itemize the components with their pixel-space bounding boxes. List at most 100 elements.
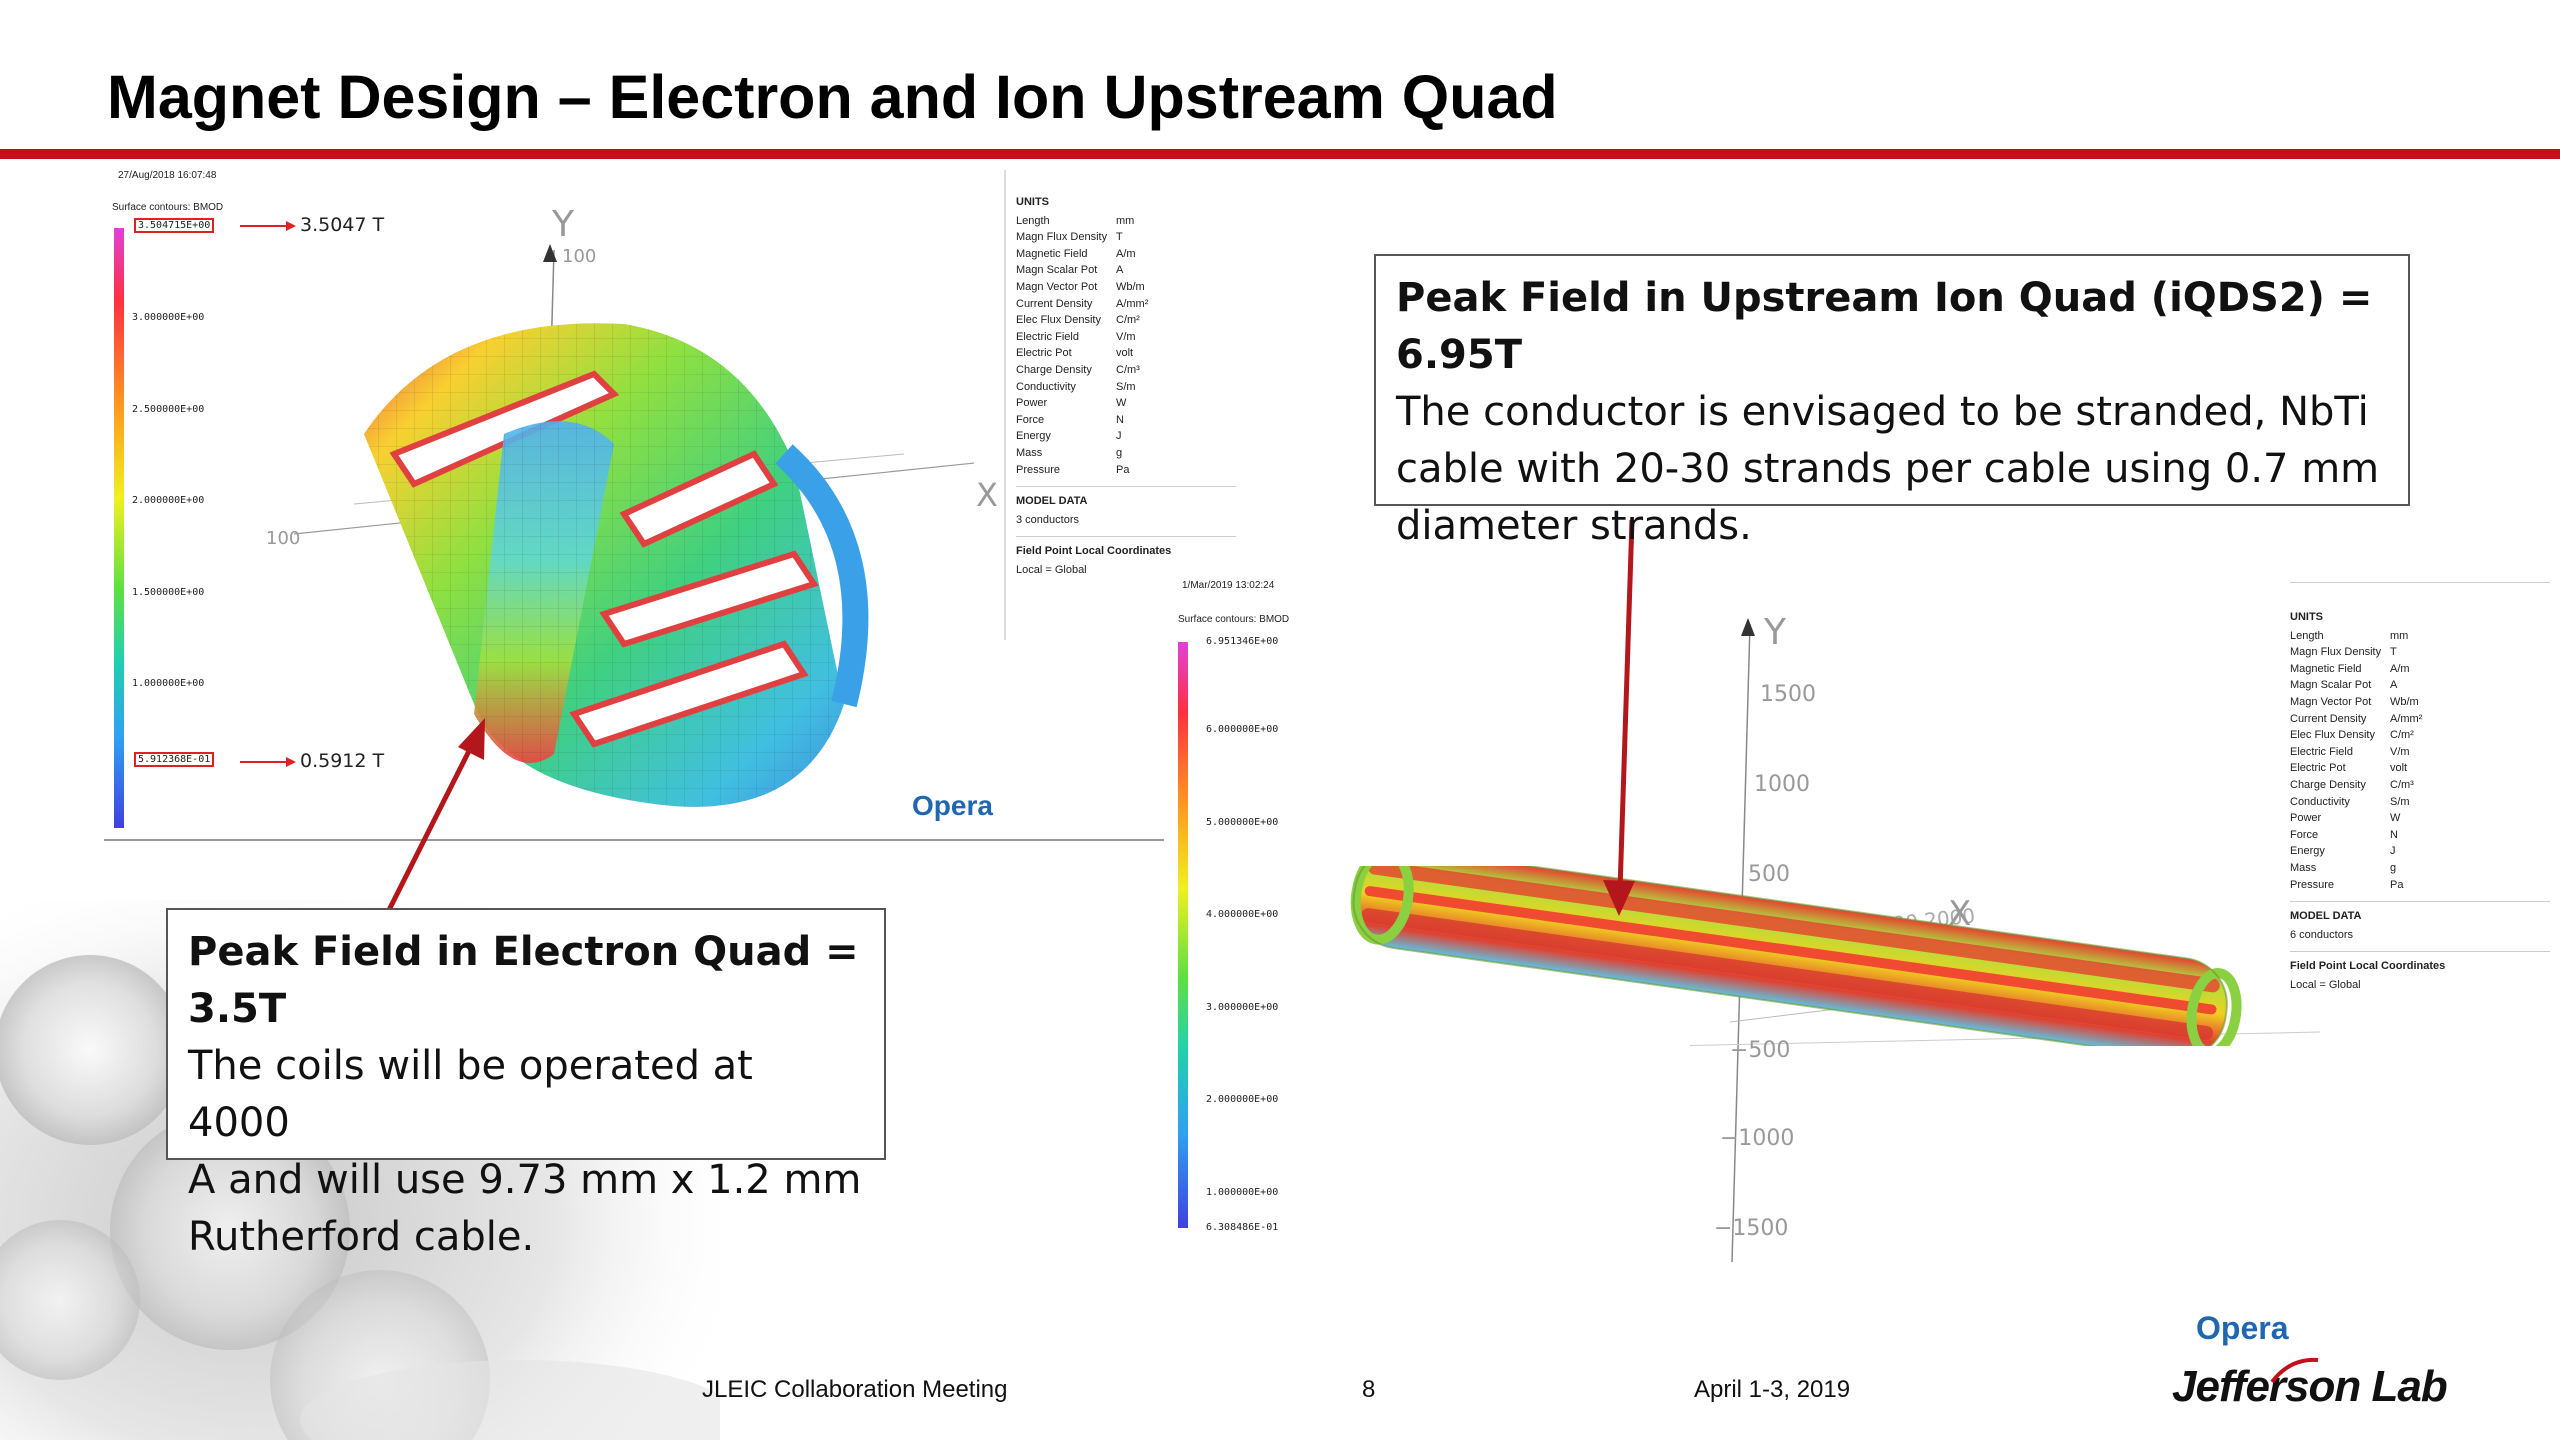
- unit-name: Magnetic Field: [2290, 662, 2362, 675]
- unit-value: V/m: [2390, 745, 2410, 758]
- unit-value: S/m: [1116, 380, 1136, 393]
- scale-tick: 3.000000E+00: [1206, 1002, 1279, 1013]
- unit-value: N: [2390, 828, 2398, 841]
- unit-value: C/m³: [1116, 363, 1140, 376]
- axis-x-tick: 100: [266, 528, 301, 549]
- scale-min-box: 5.912368E-01: [134, 752, 215, 767]
- unit-value: g: [1116, 446, 1123, 459]
- jefferson-lab-logo: Jefferson Lab: [2172, 1362, 2448, 1411]
- contour-label: Surface contours: BMOD: [1178, 614, 1290, 625]
- electron-quad-callout: Peak Field in Electron Quad = 3.5T The c…: [166, 908, 886, 1260]
- title-divider: [0, 149, 2560, 159]
- footer-meeting: JLEIC Collaboration Meeting: [702, 1376, 1008, 1403]
- model-data-heading: MODEL DATA: [2290, 901, 2550, 925]
- axis-y-tick: 500: [1748, 862, 1790, 887]
- unit-name: Length: [2290, 629, 2324, 642]
- units-divider: [1004, 170, 1006, 640]
- scale-tick: 1.000000E+00: [1206, 1187, 1279, 1198]
- unit-name: Magn Vector Pot: [2290, 695, 2372, 708]
- scale-tick: 2.500000E+00: [132, 404, 205, 415]
- units-heading: UNITS: [1016, 196, 1049, 208]
- electron-quad-plot: 27/Aug/2018 16:07:48 Surface contours: B…: [104, 164, 1236, 844]
- unit-value: g: [2390, 861, 2397, 874]
- callout-line: The conductor is envisaged to be strande…: [1396, 389, 2369, 435]
- scale-tick: 1.500000E+00: [132, 587, 205, 598]
- unit-name: Power: [1016, 397, 1048, 410]
- unit-value: Wb/m: [2390, 695, 2419, 708]
- coords-value: Local = Global: [1016, 563, 1087, 576]
- callout-line: The coils will be operated at 4000: [188, 1043, 753, 1146]
- unit-value: C/m²: [1116, 314, 1140, 327]
- unit-name: Electric Field: [1016, 330, 1079, 343]
- unit-name: Power: [2290, 812, 2322, 825]
- plot-timestamp: 1/Mar/2019 13:02:24: [1182, 580, 1275, 591]
- scale-tick: 2.000000E+00: [132, 495, 205, 506]
- unit-value: volt: [2390, 762, 2408, 775]
- unit-name: Force: [1016, 413, 1045, 426]
- axis-y-tick: −500: [1730, 1038, 1791, 1063]
- units-legend: UNITS Length mm Magn Flux Density T Magnet…: [2290, 582, 2550, 993]
- axis-y-tick: −1500: [1714, 1216, 1789, 1241]
- unit-value: A: [2390, 679, 2398, 692]
- unit-value: N: [1116, 413, 1124, 426]
- scale-tick: 5.000000E+00: [1206, 817, 1279, 828]
- unit-value: Wb/m: [1116, 280, 1145, 293]
- axis-x-label: X: [1948, 894, 1972, 934]
- unit-name: Magn Flux Density: [2290, 646, 2382, 659]
- unit-name: Elec Flux Density: [1016, 314, 1101, 327]
- unit-name: Energy: [2290, 845, 2325, 858]
- unit-name: Electric Field: [2290, 745, 2353, 758]
- callout-line: Rutherford cable.: [188, 1214, 535, 1260]
- unit-value: A/m: [2390, 662, 2410, 675]
- unit-name: Magn Vector Pot: [1016, 280, 1098, 293]
- unit-name: Charge Density: [1016, 363, 1092, 376]
- unit-value: mm: [1116, 214, 1135, 227]
- unit-value: J: [2390, 845, 2396, 858]
- axis-y-tick: 1000: [1754, 772, 1810, 797]
- unit-name: Current Density: [2290, 712, 2367, 725]
- unit-name: Length: [1016, 214, 1050, 227]
- callout-heading: Peak Field in Electron Quad = 3.5T: [188, 929, 859, 1032]
- unit-value: C/m²: [2390, 729, 2414, 742]
- scale-min-note: 0.5912 T: [300, 750, 385, 772]
- contour-label: Surface contours: BMOD: [112, 202, 224, 213]
- axis-y-tick: 100: [562, 246, 597, 267]
- coords-value: Local = Global: [2290, 978, 2361, 991]
- unit-value: W: [2390, 812, 2401, 825]
- scale-tick: 6.951346E+00: [1206, 636, 1279, 647]
- callout-heading: Peak Field in Upstream Ion Quad (iQDS2) …: [1396, 275, 2373, 378]
- axis-y-tick: 1500: [1760, 682, 1816, 707]
- unit-value: Pa: [2390, 878, 2404, 891]
- unit-value: A/mm²: [1116, 297, 1149, 310]
- unit-value: V/m: [1116, 330, 1136, 343]
- unit-name: Pressure: [1016, 463, 1061, 476]
- axis-y-label: Y: [1764, 612, 1786, 653]
- unit-name: Magn Scalar Pot: [2290, 679, 2372, 692]
- opera-logo: Opera: [912, 790, 993, 821]
- unit-value: J: [1116, 430, 1122, 443]
- unit-value: A/m: [1116, 247, 1136, 260]
- ion-quad-callout: Peak Field in Upstream Ion Quad (iQDS2) …: [1374, 254, 2410, 549]
- scale-min-arrow: [240, 757, 296, 767]
- scale-max-box: 3.504715E+00: [134, 218, 215, 233]
- axis-x-label: X: [976, 476, 998, 514]
- model-data-value: 6 conductors: [2290, 928, 2353, 941]
- unit-value: A/mm²: [2390, 712, 2423, 725]
- unit-value: Pa: [1116, 463, 1130, 476]
- ion-quad-plot: 1/Mar/2019 13:02:24 Surface contours: BM…: [1170, 576, 2560, 1276]
- unit-name: Elec Flux Density: [2290, 729, 2375, 742]
- footer-date: April 1-3, 2019: [1694, 1376, 1851, 1403]
- scale-tick: 4.000000E+00: [1206, 909, 1279, 920]
- unit-name: Conductivity: [2290, 795, 2350, 808]
- unit-value: A: [1116, 264, 1124, 277]
- unit-name: Pressure: [2290, 878, 2335, 891]
- unit-name: Electric Pot: [2290, 762, 2346, 775]
- unit-name: Force: [2290, 828, 2319, 841]
- footer-page-number: 8: [1362, 1376, 1376, 1403]
- unit-value: T: [2390, 646, 2397, 659]
- unit-value: volt: [1116, 347, 1134, 360]
- color-scale-bar: [114, 228, 124, 828]
- opera-logo: Opera: [2196, 1310, 2289, 1346]
- electron-quad-coil-render: [364, 323, 869, 807]
- units-legend: UNITS Length mm Magn Flux Density T Magnet…: [1016, 194, 1236, 578]
